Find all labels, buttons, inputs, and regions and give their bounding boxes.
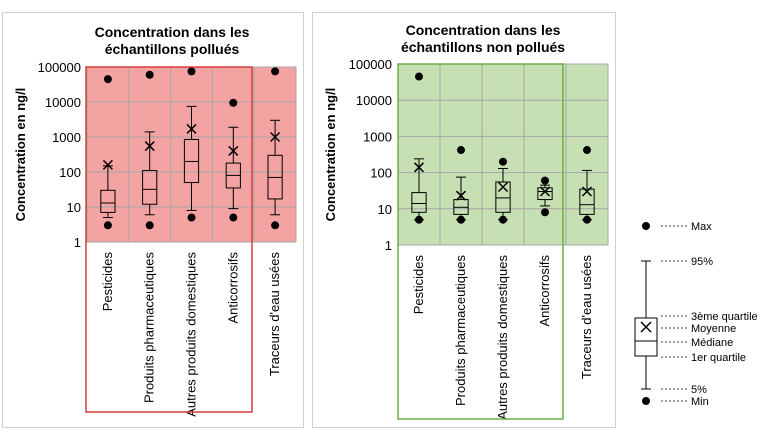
y-axis-title: Concentration en ng/l bbox=[13, 88, 28, 222]
legend-box bbox=[634, 317, 658, 357]
plot-area bbox=[87, 67, 296, 242]
y-tick-label: 100000 bbox=[349, 57, 392, 72]
max-point bbox=[187, 67, 196, 76]
y-tick-label: 1 bbox=[74, 235, 81, 250]
box-iqr bbox=[495, 181, 511, 213]
x-category-label: Autres produits domestiques bbox=[495, 255, 510, 420]
x-category-label: Autres produits domestiques bbox=[184, 252, 199, 417]
legend-label-p95: 95% bbox=[691, 256, 713, 268]
y-tick-label: 100000 bbox=[38, 60, 81, 75]
y-tick-label: 10 bbox=[67, 200, 81, 215]
legend-label-median: Médiane bbox=[691, 337, 733, 349]
max-point bbox=[457, 146, 465, 155]
min-point bbox=[499, 215, 507, 224]
legend-label-min: Min bbox=[691, 396, 709, 408]
x-category-label: Pesticides bbox=[411, 255, 426, 315]
mean-marker bbox=[581, 186, 593, 197]
highlight-border bbox=[397, 63, 564, 420]
y-tick-label: 100 bbox=[370, 166, 392, 181]
max-point bbox=[271, 67, 280, 76]
mean-marker bbox=[270, 131, 281, 143]
x-category-label: Pesticides bbox=[100, 252, 115, 312]
legend-label-q1: 1er quartile bbox=[691, 352, 746, 364]
min-point bbox=[187, 213, 196, 222]
y-tick-label: 10000 bbox=[356, 93, 392, 108]
box-iqr bbox=[100, 189, 116, 213]
min-point bbox=[583, 215, 591, 224]
mean-marker bbox=[413, 162, 425, 173]
min-point bbox=[415, 215, 423, 224]
legend-label-mean: Moyenne bbox=[691, 323, 736, 335]
box-iqr bbox=[579, 188, 595, 215]
max-point bbox=[415, 72, 423, 81]
max-point bbox=[145, 70, 154, 79]
y-tick-label: 10 bbox=[378, 202, 392, 217]
mean-marker bbox=[228, 145, 239, 156]
legend-max-point bbox=[642, 222, 650, 230]
legend-label-q3: 3ème quartile bbox=[691, 311, 758, 323]
y-tick-label: 1000 bbox=[363, 129, 392, 144]
x-category-label: Anticorrosifs bbox=[537, 255, 552, 327]
legend-mean-marker bbox=[640, 321, 652, 333]
mean-marker bbox=[102, 159, 113, 170]
x-category-label: Produits pharmaceutiques bbox=[453, 255, 468, 407]
x-category-label: Anticorrosifs bbox=[225, 252, 240, 324]
mean-marker bbox=[539, 186, 551, 197]
chart-title-non-polluted: Concentration dans les échantillons non … bbox=[400, 22, 566, 55]
x-category-label: Traceurs d'eau usées bbox=[267, 252, 282, 377]
y-tick-label: 100 bbox=[59, 165, 81, 180]
min-point bbox=[145, 221, 154, 230]
box-iqr bbox=[411, 192, 427, 213]
mean-marker bbox=[144, 141, 155, 152]
y-tick-label: 10000 bbox=[45, 95, 81, 110]
max-point bbox=[103, 75, 112, 84]
box-iqr bbox=[537, 187, 553, 201]
y-tick-label: 1000 bbox=[52, 130, 81, 145]
x-category-label: Traceurs d'eau usées bbox=[579, 255, 594, 380]
max-point bbox=[229, 98, 238, 107]
highlight-border bbox=[85, 66, 253, 413]
mean-marker bbox=[186, 123, 197, 134]
y-axis-title: Concentration en ng/l bbox=[323, 88, 338, 222]
legend-label-max: Max bbox=[691, 221, 712, 233]
min-point bbox=[271, 221, 280, 230]
chart-title-polluted: Concentration dans les échantillons poll… bbox=[94, 24, 250, 57]
mean-marker bbox=[497, 181, 509, 193]
min-point bbox=[229, 213, 238, 222]
legend-min-point bbox=[642, 397, 650, 405]
max-point bbox=[583, 146, 591, 155]
legend-label-p5: 5% bbox=[691, 384, 707, 396]
y-tick-label: 1 bbox=[385, 238, 392, 253]
mean-marker bbox=[455, 190, 467, 201]
x-category-label: Produits pharmaceutiques bbox=[142, 252, 157, 404]
min-point bbox=[103, 221, 112, 230]
box-iqr bbox=[142, 170, 158, 205]
max-point bbox=[541, 176, 549, 185]
min-point bbox=[541, 208, 549, 217]
min-point bbox=[457, 215, 465, 224]
max-point bbox=[499, 157, 507, 166]
